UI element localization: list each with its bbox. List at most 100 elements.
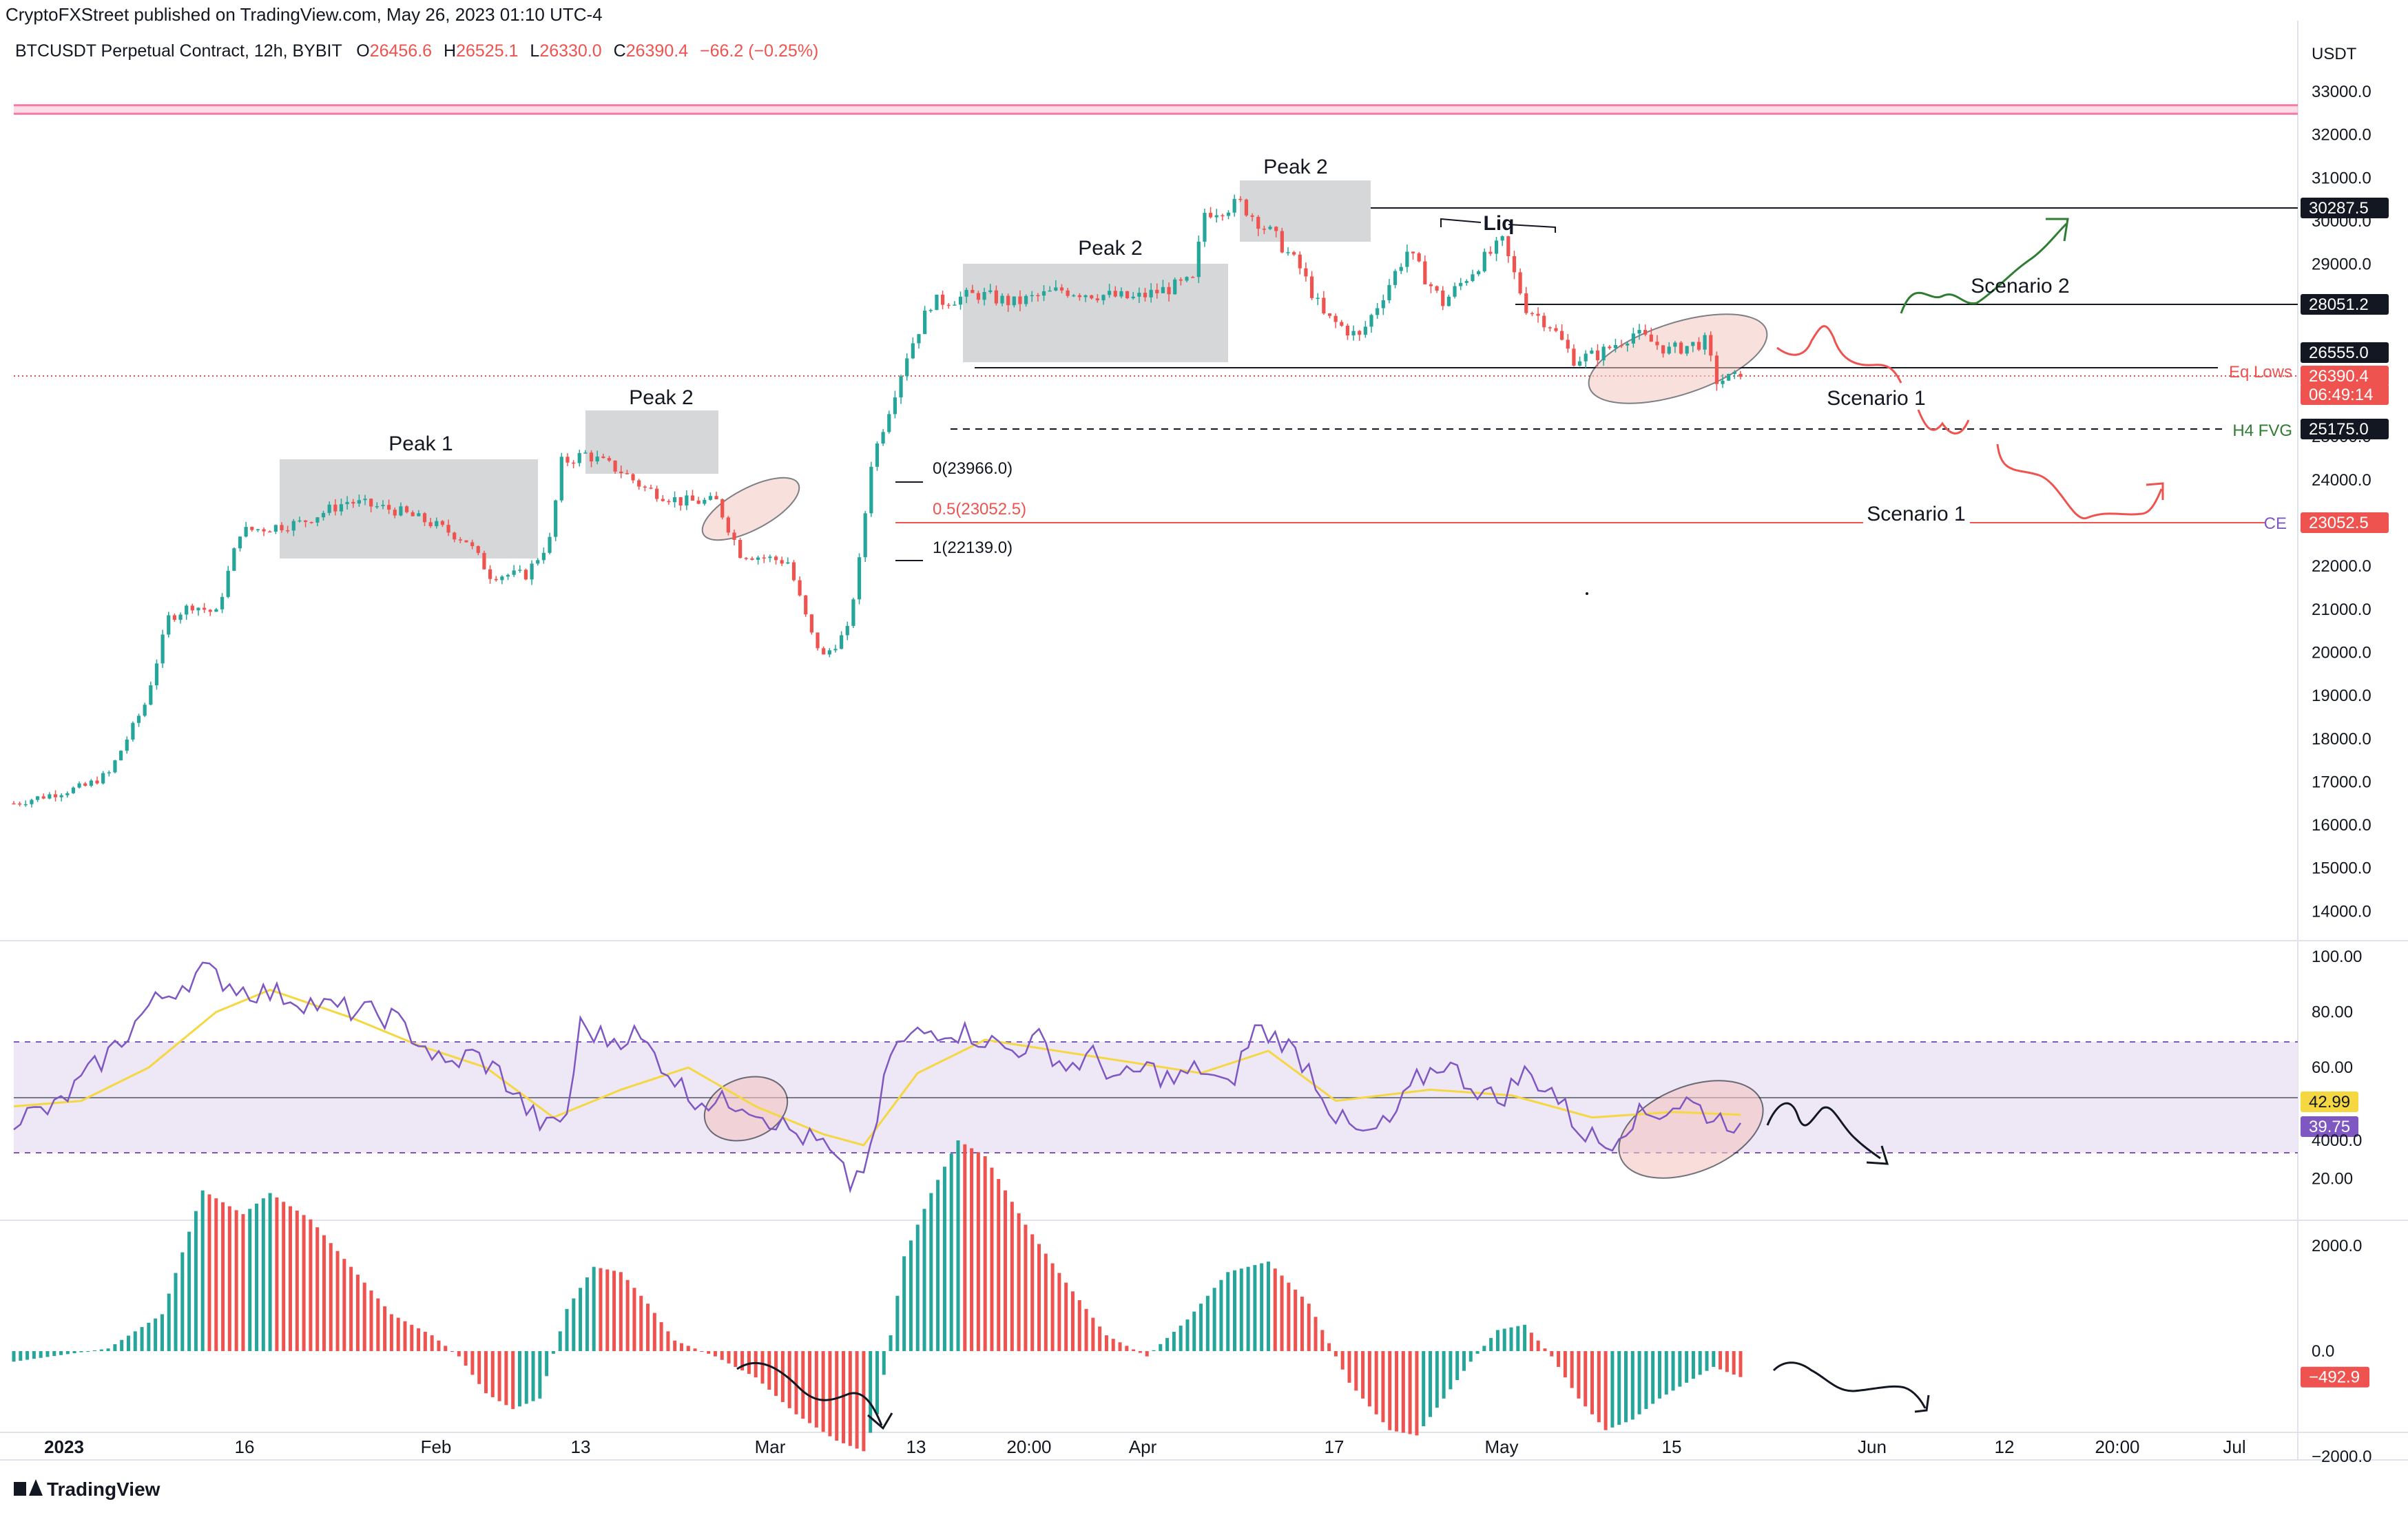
ao-bar [25, 1351, 30, 1360]
candle [369, 498, 373, 513]
candle [762, 554, 766, 563]
price-axis-tick: 29000.0 [2312, 255, 2371, 274]
svg-text:26390.4: 26390.4 [2309, 367, 2369, 386]
candle [476, 545, 480, 556]
ao-bar [1698, 1351, 1702, 1375]
candle [1637, 324, 1641, 340]
candle [523, 568, 528, 581]
candle [125, 736, 129, 754]
candle [1155, 283, 1159, 299]
ao-bar [444, 1346, 448, 1351]
candle [1191, 275, 1195, 278]
ao-bar [1057, 1273, 1061, 1351]
candle [1530, 311, 1535, 317]
ao-axis[interactable]: 4000.0 2000.0 0.0 −2000.0 −492.9 [2301, 1131, 2371, 1466]
candle [685, 490, 689, 510]
label-peak2-a: Peak 2 [629, 386, 693, 409]
ao-bar [1570, 1351, 1574, 1388]
time-axis[interactable]: 2023 16 Feb 13 Mar 13 20:00 Apr 17 May 15 Jun 12 20:0… [44, 1436, 2246, 1457]
candle [720, 498, 725, 520]
candle [1036, 293, 1040, 302]
candle [971, 284, 975, 293]
ao-bar [1307, 1304, 1311, 1351]
label-scenario1-b: Scenario 1 [1867, 503, 1965, 525]
fib-label-0: 0(23966.0) [933, 459, 1013, 478]
ao-bar [1603, 1351, 1608, 1430]
candle [804, 594, 808, 617]
ao-bar [855, 1351, 859, 1449]
candle [1161, 280, 1165, 293]
candle [77, 781, 81, 789]
candle [136, 713, 141, 727]
ao-bar [1644, 1351, 1648, 1410]
time-axis-tick: 12 [1995, 1436, 2015, 1457]
price-axis[interactable]: USDT 33000.032000.031000.030000.029000.0… [2312, 45, 2371, 921]
ao-bar [869, 1351, 873, 1433]
candle [756, 555, 760, 565]
candle [780, 556, 784, 566]
time-axis-tick: May [1484, 1436, 1518, 1457]
ao-bar [949, 1153, 953, 1351]
tradingview-logo[interactable]: TradingView [14, 1479, 160, 1500]
ao-bar [599, 1268, 603, 1351]
candle [840, 631, 844, 649]
candle [768, 554, 772, 563]
ao-bar [1091, 1317, 1095, 1351]
ao-bar [1529, 1333, 1533, 1351]
ao-bar [619, 1272, 623, 1351]
candle [500, 575, 504, 585]
ao-bar [1159, 1344, 1163, 1351]
label-peak2-b: Peak 2 [1078, 237, 1142, 260]
ao-bar [207, 1194, 211, 1351]
candle [565, 453, 570, 466]
candle [1232, 194, 1236, 217]
ao-bar [315, 1227, 320, 1351]
ao-bar [1050, 1263, 1055, 1351]
candle [1590, 347, 1594, 355]
ao-bar [1104, 1335, 1108, 1351]
ao-bar [255, 1203, 259, 1351]
label-liq: Liq [1484, 212, 1515, 235]
ao-bar [551, 1351, 555, 1354]
ao-bar [1004, 1190, 1008, 1351]
ao-bar [302, 1215, 306, 1351]
candle [1221, 213, 1225, 221]
ao-bar [410, 1324, 414, 1351]
ao-bar [747, 1351, 751, 1375]
candle [530, 560, 534, 585]
candle [59, 793, 63, 802]
candle [559, 452, 563, 503]
price-axis-tick: 21000.0 [2312, 600, 2371, 619]
candle [268, 530, 272, 533]
candle [1208, 207, 1213, 219]
ao-bar [349, 1266, 353, 1351]
ao-bar [430, 1335, 434, 1351]
candle [917, 334, 921, 349]
symbol-legend[interactable]: BTCUSDT Perpetual Contract, 12h, BYBIT O… [15, 41, 818, 61]
ao-bar [1219, 1279, 1223, 1351]
candle [982, 287, 986, 306]
ao-bar [1671, 1351, 1675, 1391]
ao-bar [1468, 1351, 1473, 1362]
ao-bar [65, 1351, 70, 1355]
candle [1608, 345, 1612, 350]
ao-pane [12, 1140, 1930, 1452]
candle [548, 532, 552, 555]
ao-bar [801, 1351, 805, 1419]
ao-bar [1280, 1275, 1284, 1351]
ao-bar [727, 1351, 731, 1364]
candle [1369, 313, 1373, 333]
candle [1358, 330, 1362, 341]
rsi-pane [13, 961, 2298, 1193]
ao-bar [700, 1351, 704, 1352]
candle [1417, 251, 1421, 262]
ao-bar [1664, 1351, 1668, 1395]
ao-bar [309, 1219, 313, 1351]
svg-text:26555.0: 26555.0 [2309, 344, 2369, 362]
ao-bar [1732, 1351, 1736, 1375]
candle [1090, 295, 1094, 300]
candle [1030, 291, 1034, 302]
candle [940, 290, 945, 310]
